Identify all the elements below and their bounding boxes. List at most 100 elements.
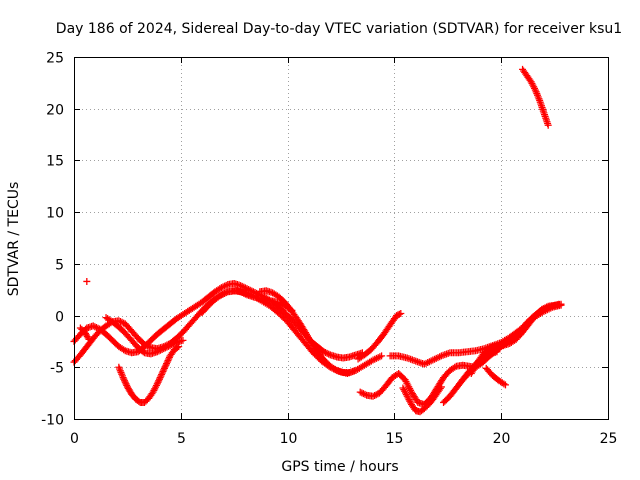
y-tick-label: 5 [55, 258, 64, 274]
data-point [371, 391, 379, 399]
data-point [166, 342, 174, 350]
y-tick-label: 10 [46, 206, 64, 222]
data-point [543, 303, 551, 311]
data-point [331, 365, 339, 373]
data-point [163, 343, 171, 351]
data-point [217, 284, 225, 292]
data-point [538, 305, 546, 313]
data-point [544, 121, 552, 129]
y-tick-label: 25 [46, 51, 64, 67]
data-point [372, 391, 380, 399]
data-point [322, 349, 330, 357]
data-point [116, 318, 124, 326]
series-track-15 [76, 324, 93, 343]
x-axis-label: GPS time / hours [281, 459, 398, 475]
data-point [159, 367, 167, 375]
data-point [120, 375, 128, 383]
data-point [169, 340, 177, 348]
data-point [222, 281, 230, 289]
data-point [359, 390, 367, 398]
data-point [83, 277, 91, 285]
data-point [361, 390, 369, 398]
data-point [155, 375, 163, 383]
data-point [483, 352, 491, 360]
data-point [358, 389, 366, 397]
data-point [89, 322, 97, 330]
data-point [142, 341, 150, 349]
data-point [158, 345, 166, 353]
y-tick-label: 15 [46, 154, 64, 170]
data-point [92, 323, 100, 331]
data-point [325, 350, 333, 358]
chart-title: Day 186 of 2024, Sidereal Day-to-day VTE… [56, 21, 622, 37]
data-point [122, 380, 130, 388]
data-point [541, 304, 549, 312]
data-point [557, 300, 565, 308]
data-point [165, 355, 173, 363]
data-point [156, 374, 164, 382]
data-point [493, 348, 501, 356]
data-point [144, 342, 152, 350]
data-point [221, 282, 229, 290]
data-point [160, 345, 168, 353]
data-point [352, 366, 360, 374]
series-track-3 [102, 314, 187, 358]
data-point [161, 363, 169, 371]
plot-frame [74, 57, 609, 420]
data-point [157, 372, 165, 380]
data-point [152, 381, 160, 389]
data-point [115, 317, 123, 325]
data-point [160, 364, 168, 372]
series-track-5 [198, 287, 386, 377]
data-point [500, 380, 508, 388]
axis-ticks: 0 5 10 15 20 25 -10 -5 0 5 10 15 20 25 [41, 51, 617, 448]
data-point [164, 357, 172, 365]
data-point [158, 371, 166, 379]
x-tick-label: 0 [70, 431, 79, 447]
y-tick-label: 20 [46, 103, 64, 119]
x-tick-label: 20 [493, 431, 511, 447]
data-point [121, 377, 129, 385]
grid-lines [74, 57, 608, 419]
data-point [140, 341, 148, 349]
series-outlier [83, 277, 91, 285]
data-point [118, 318, 126, 326]
data-point [120, 346, 128, 354]
data-point [179, 336, 187, 344]
data-point [356, 388, 364, 396]
series-track-14 [482, 364, 509, 389]
data-point [171, 339, 179, 347]
data-point [154, 378, 162, 386]
data-point [163, 360, 171, 368]
series-track-16 [519, 65, 552, 129]
data-point [397, 310, 405, 318]
data-point [163, 358, 171, 366]
data-point [84, 334, 92, 342]
data-point [395, 310, 403, 318]
data-point [145, 343, 153, 351]
x-tick-label: 10 [280, 431, 298, 447]
series-track-13 [459, 348, 501, 384]
data-point [451, 363, 459, 371]
data-point [161, 344, 169, 352]
data-point [219, 283, 227, 291]
data-point [436, 384, 444, 392]
data-point [123, 381, 131, 389]
data-point [155, 347, 163, 355]
series-track-6 [256, 287, 360, 376]
data-point [168, 341, 176, 349]
data-point [175, 343, 183, 351]
series-track-9 [399, 383, 445, 416]
data-point [531, 84, 539, 92]
data-point [121, 378, 129, 386]
data-point [119, 374, 127, 382]
series-track-7 [354, 310, 405, 363]
data-point [369, 392, 377, 400]
y-tick-label: -10 [41, 413, 64, 429]
series-track-4 [115, 343, 183, 406]
data-point [157, 346, 165, 354]
data-point [158, 369, 166, 377]
y-tick-label: -5 [50, 361, 64, 377]
